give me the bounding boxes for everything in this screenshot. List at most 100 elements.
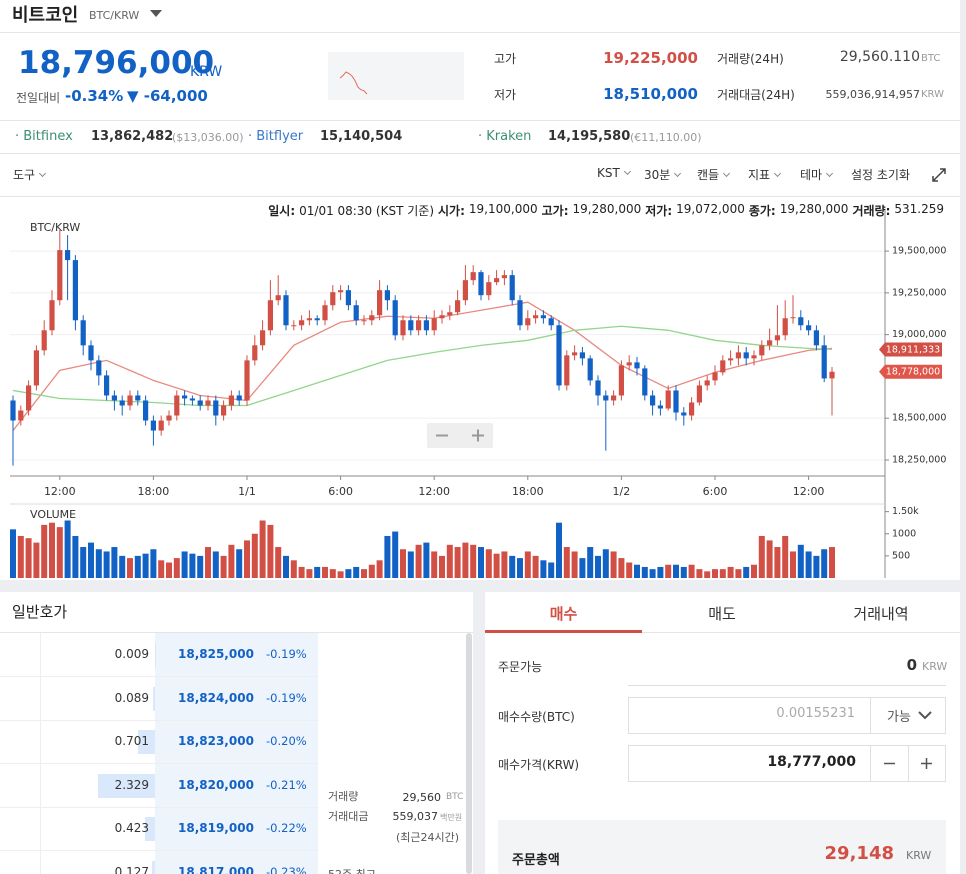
- price-plus[interactable]: [908, 745, 946, 782]
- volume-bar: [602, 549, 609, 578]
- candle-body: [252, 345, 258, 361]
- candle-body: [174, 395, 180, 416]
- exchange-name: · Bitflyer: [248, 129, 304, 144]
- scrollbar[interactable]: [466, 633, 472, 874]
- x-tick-label: 12:00: [418, 485, 450, 498]
- candle-body: [494, 278, 500, 283]
- ask-qty: 0.127: [114, 865, 149, 874]
- tab-buy[interactable]: 매수: [549, 605, 578, 623]
- toolbar-menu[interactable]: 테마: [800, 166, 832, 183]
- volume-bar: [665, 564, 672, 578]
- volume-bar: [329, 569, 336, 578]
- price-tag: [879, 364, 942, 379]
- volume-bar: [735, 569, 742, 578]
- volume-24h: 29,560.110: [839, 49, 920, 65]
- candle-body: [80, 320, 86, 346]
- volume-bar: [173, 558, 180, 578]
- volume-bar: [33, 542, 40, 578]
- candle-body: [150, 420, 156, 431]
- ask-qty: 0.089: [114, 690, 149, 705]
- candle-body: [322, 305, 328, 321]
- orderbook-panel: 일반호가 거래량 29,560 BTC 거래대금 559,037 백만원 (최근…: [0, 592, 473, 874]
- volume-bar: [758, 535, 765, 578]
- volume-bar: [501, 551, 508, 578]
- y-tick-label: 19,000,000: [892, 329, 946, 340]
- candle-body: [10, 400, 16, 421]
- qty-option-arrow: [918, 711, 932, 720]
- volume-bar: [166, 562, 172, 578]
- exchange-name: Bitfinex: [23, 129, 73, 144]
- volume-bar: [641, 566, 648, 578]
- candle-body: [119, 400, 125, 406]
- x-tick-label: 12:00: [44, 485, 76, 498]
- exchange-price: 14,195,580: [548, 129, 631, 144]
- toolbar-menu[interactable]: 지표: [748, 166, 780, 183]
- volume-bar: [72, 535, 79, 578]
- ask-qty: 0.701: [114, 734, 149, 749]
- candle-body: [439, 315, 445, 319]
- candle-body: [579, 352, 585, 359]
- candle-body: [455, 300, 461, 313]
- volume-bar: [657, 566, 664, 578]
- volume-bar: [743, 566, 750, 578]
- candle-body: [182, 395, 188, 399]
- qty-label: 매수수량(BTC): [498, 710, 575, 724]
- toolbar-menu[interactable]: 캔들: [697, 166, 729, 183]
- price-chart: BTC/KRW 19,500,000 19,250,000 19,000,000 18,…: [10, 210, 946, 578]
- volume-bar: [431, 551, 438, 578]
- info-value: 01/01 08:30 (KST 기준): [299, 204, 435, 218]
- price-minus[interactable]: [870, 745, 909, 782]
- volume-bar: [813, 555, 820, 578]
- exchange-quote: ($13,036.00): [172, 131, 244, 144]
- reset-button[interactable]: 설정 초기화: [851, 168, 911, 182]
- volume-bar: [197, 555, 204, 578]
- volume-bar: [322, 566, 328, 578]
- available-unit: KRW: [922, 660, 948, 673]
- candle-body: [478, 272, 484, 296]
- qty-option[interactable]: [870, 697, 946, 734]
- qty-input[interactable]: [628, 697, 871, 734]
- ask-rate: -0.20%: [266, 734, 307, 749]
- volume-bar: [595, 555, 601, 578]
- zoom-control: [427, 423, 493, 448]
- candle-info: 일시: 01/01 08:30 (KST 기준) 시가: 19,100,000 고가: 1…: [268, 202, 944, 219]
- y-tick-label: 1.50k: [892, 506, 919, 517]
- candle-body: [813, 330, 819, 346]
- candle-body: [525, 318, 531, 326]
- change-label: 전일대비: [16, 91, 61, 105]
- candle-body: [681, 412, 687, 416]
- price-label: 매수가격(KRW): [498, 758, 580, 772]
- toolbar-menu[interactable]: 30분: [644, 166, 680, 183]
- candle-body: [759, 345, 765, 356]
- divider: [0, 153, 960, 154]
- info-label: 거래량:: [852, 204, 891, 218]
- toolbar-menu[interactable]: KST: [597, 166, 630, 180]
- volume-bar: [821, 549, 828, 578]
- sparkline-line: [339, 71, 368, 95]
- tab-sell[interactable]: 매도: [708, 605, 736, 623]
- volume-bar: [673, 564, 679, 578]
- fullscreen-button[interactable]: [932, 168, 946, 182]
- y-tick-label: 18,500,000: [892, 413, 946, 424]
- volume-bar: [25, 538, 32, 578]
- candle-body: [345, 290, 351, 306]
- candle-body: [470, 272, 476, 281]
- price-input[interactable]: [628, 745, 871, 782]
- tab-history[interactable]: 거래내역: [853, 605, 909, 623]
- volume-bar: [220, 555, 227, 578]
- volume-bar: [400, 549, 406, 578]
- tools-menu[interactable]: 도구: [13, 166, 45, 183]
- pair-dropdown[interactable]: [150, 10, 162, 18]
- candle-body: [314, 318, 320, 321]
- volume-bar: [454, 547, 461, 578]
- volume-bar: [353, 566, 360, 578]
- volume-bar: [134, 555, 141, 578]
- volume-bar: [696, 569, 703, 578]
- volume-bar: [626, 562, 633, 578]
- volume-bar: [766, 540, 773, 578]
- volume-label: VOLUME: [30, 508, 76, 521]
- volume-bar: [103, 551, 110, 578]
- x-tick-label: 1/2: [613, 485, 631, 498]
- candle-body: [743, 352, 749, 359]
